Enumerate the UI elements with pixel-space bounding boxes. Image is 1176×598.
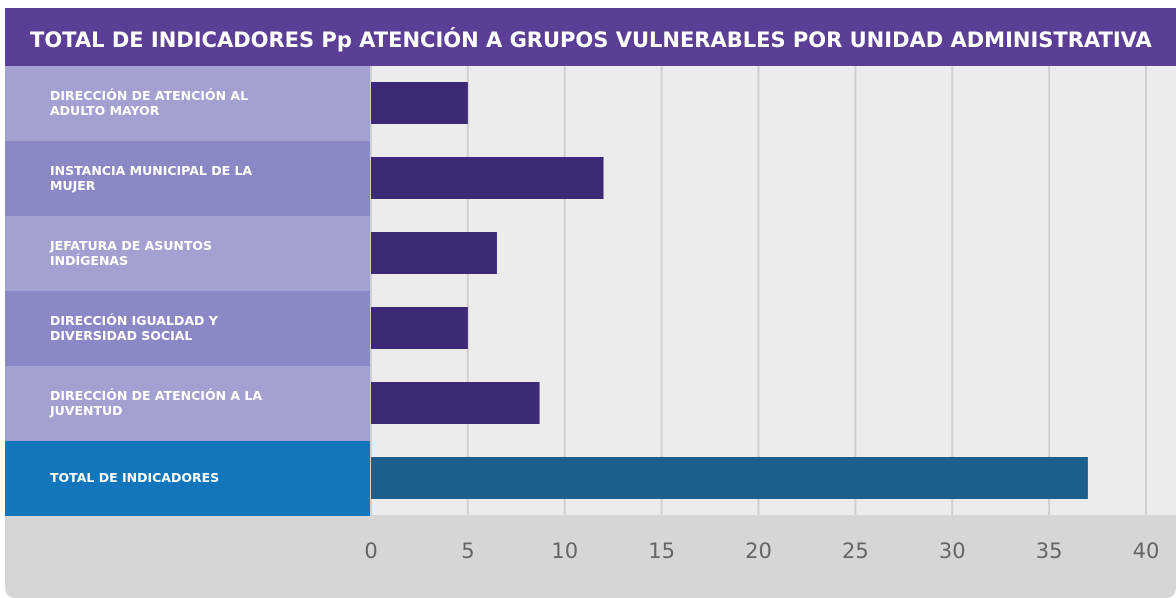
x-tick-label: 15 bbox=[648, 539, 675, 563]
bar bbox=[371, 157, 604, 199]
x-tick-label: 20 bbox=[745, 539, 772, 563]
x-tick-label: 5 bbox=[461, 539, 474, 563]
y-tick-label: DIRECCIÓN DE ATENCIÓN A LA JUVENTUD bbox=[49, 388, 262, 418]
x-tick-label: 35 bbox=[1036, 539, 1063, 563]
bar bbox=[371, 307, 468, 349]
bar bbox=[371, 232, 497, 274]
y-tick-label: DIRECCIÓN IGUALDAD Y DIVERSIDAD SOCIAL bbox=[50, 313, 219, 343]
x-tick-label: 30 bbox=[939, 539, 966, 563]
category-cell bbox=[5, 216, 370, 291]
category-cell bbox=[5, 291, 370, 366]
bar bbox=[371, 457, 1088, 499]
category-cell bbox=[5, 366, 370, 441]
chart-title: TOTAL DE INDICADORES Pp ATENCIÓN A GRUPO… bbox=[30, 27, 1152, 52]
x-tick-label: 25 bbox=[842, 539, 869, 563]
x-tick-label: 40 bbox=[1133, 539, 1160, 563]
y-tick-label: JEFATURA DE ASUNTOS INDÍGENAS bbox=[49, 238, 212, 268]
y-tick-label: INSTANCIA MUNICIPAL DE LA MUJER bbox=[50, 163, 252, 193]
x-tick-label: 0 bbox=[364, 539, 377, 563]
title-bar bbox=[5, 8, 1176, 66]
bar bbox=[371, 82, 468, 124]
y-tick-label: DIRECCIÓN DE ATENCIÓN AL ADULTO MAYOR bbox=[50, 88, 248, 118]
category-cell bbox=[5, 441, 370, 516]
category-cell bbox=[5, 141, 370, 216]
category-cell bbox=[5, 66, 370, 141]
bar bbox=[371, 382, 540, 424]
x-tick-label: 10 bbox=[551, 539, 578, 563]
y-tick-label: TOTAL DE INDICADORES bbox=[50, 470, 219, 485]
